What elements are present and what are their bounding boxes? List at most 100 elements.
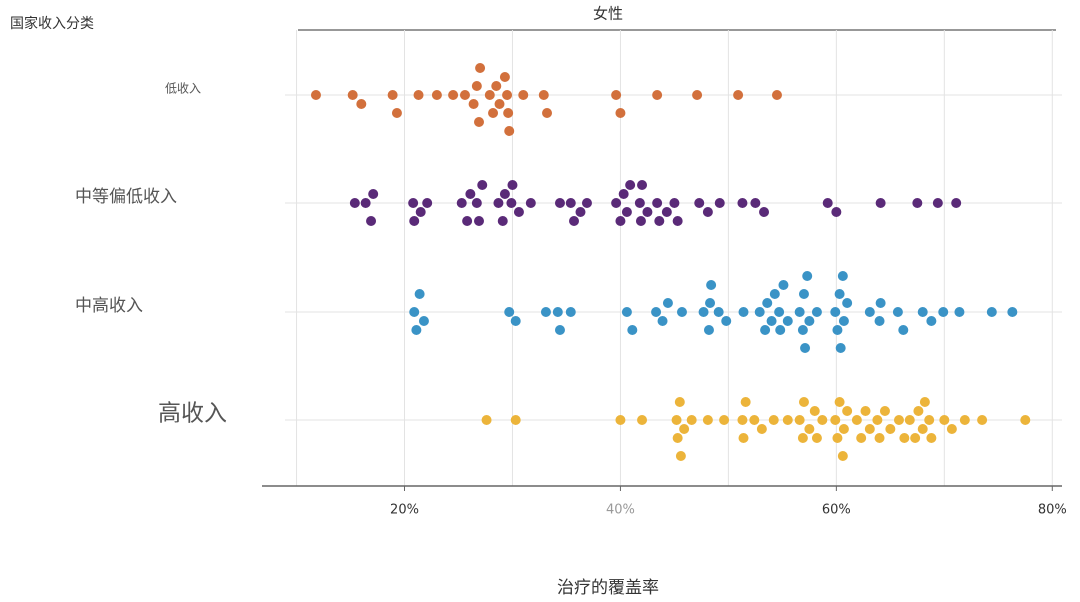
point — [502, 90, 513, 100]
point — [615, 415, 626, 425]
chart-title: 女性 — [593, 5, 623, 23]
point — [733, 90, 744, 100]
point — [892, 307, 903, 317]
point — [657, 316, 668, 326]
point — [504, 126, 515, 136]
point — [1007, 307, 1018, 317]
point — [898, 325, 909, 335]
point — [771, 90, 782, 100]
point — [651, 307, 662, 317]
point — [899, 433, 910, 443]
point — [540, 307, 551, 317]
point — [679, 424, 690, 434]
point — [491, 81, 502, 91]
point — [686, 415, 697, 425]
point — [954, 307, 965, 317]
point — [702, 415, 713, 425]
point — [874, 433, 885, 443]
point — [864, 307, 875, 317]
point — [662, 298, 673, 308]
point — [474, 216, 485, 226]
point — [917, 307, 928, 317]
category-label: 中等偏低收入 — [75, 187, 177, 207]
point — [838, 424, 849, 434]
point — [834, 397, 845, 407]
point — [759, 207, 770, 217]
point — [418, 316, 429, 326]
point — [860, 406, 871, 416]
point — [415, 207, 426, 217]
point — [837, 451, 848, 461]
point — [518, 90, 529, 100]
point — [611, 198, 622, 208]
point — [621, 207, 632, 217]
point — [912, 198, 923, 208]
point — [456, 198, 467, 208]
point — [754, 307, 765, 317]
x-tick-label: 80% — [1038, 503, 1067, 518]
point — [938, 307, 949, 317]
point — [654, 216, 665, 226]
point — [809, 406, 820, 416]
point — [448, 90, 459, 100]
point — [581, 198, 592, 208]
point — [703, 325, 714, 335]
point — [851, 415, 862, 425]
point — [661, 207, 672, 217]
point — [822, 198, 833, 208]
point — [471, 81, 482, 91]
point — [926, 316, 937, 326]
point — [669, 198, 680, 208]
point — [615, 216, 626, 226]
point — [565, 307, 576, 317]
x-axis-title: 治疗的覆盖率 — [557, 578, 659, 598]
point — [932, 198, 943, 208]
point — [475, 63, 486, 73]
point — [832, 433, 843, 443]
point — [510, 415, 521, 425]
point — [507, 180, 518, 190]
point — [782, 316, 793, 326]
point — [499, 72, 510, 82]
point — [830, 307, 841, 317]
point — [705, 298, 716, 308]
point — [842, 406, 853, 416]
point — [413, 90, 424, 100]
point — [611, 90, 622, 100]
point — [554, 325, 565, 335]
point — [893, 415, 904, 425]
point — [484, 90, 495, 100]
x-tick-label: 40% — [606, 503, 635, 518]
x-tick-label: 60% — [822, 503, 851, 518]
point — [951, 198, 962, 208]
point — [794, 415, 805, 425]
point — [387, 90, 398, 100]
point — [506, 198, 517, 208]
point — [924, 415, 935, 425]
point — [939, 415, 950, 425]
point — [554, 198, 565, 208]
point — [797, 325, 808, 335]
point — [618, 189, 629, 199]
point — [366, 216, 377, 226]
point — [835, 343, 846, 353]
point — [477, 180, 488, 190]
point — [926, 433, 937, 443]
point — [737, 198, 748, 208]
point — [692, 90, 703, 100]
y-axis-title: 国家收入分类 — [10, 15, 94, 32]
point — [875, 198, 886, 208]
point — [513, 207, 524, 217]
point — [768, 415, 779, 425]
point — [674, 397, 685, 407]
point — [774, 307, 785, 317]
point — [465, 189, 476, 199]
point — [798, 397, 809, 407]
point — [627, 325, 638, 335]
point — [408, 198, 419, 208]
point — [422, 198, 433, 208]
point — [804, 424, 815, 434]
point — [615, 108, 626, 118]
point — [885, 424, 896, 434]
point — [494, 99, 505, 109]
